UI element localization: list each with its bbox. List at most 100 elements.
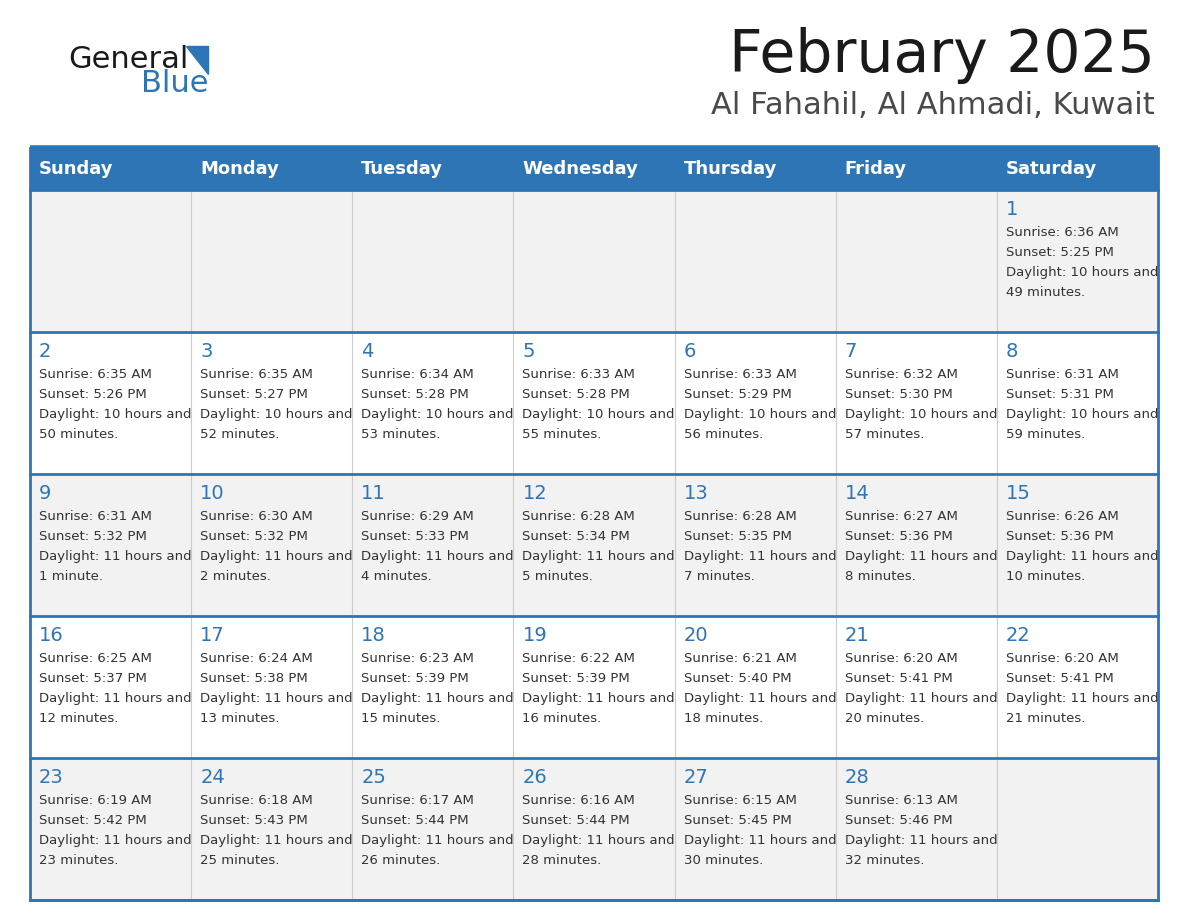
Text: 15: 15: [1006, 484, 1031, 503]
Text: Sunrise: 6:31 AM: Sunrise: 6:31 AM: [39, 510, 152, 523]
Text: Sunrise: 6:16 AM: Sunrise: 6:16 AM: [523, 794, 636, 807]
Text: Tuesday: Tuesday: [361, 160, 443, 178]
Text: February 2025: February 2025: [729, 27, 1155, 84]
Text: 2 minutes.: 2 minutes.: [200, 570, 271, 583]
Text: Daylight: 10 hours and: Daylight: 10 hours and: [1006, 408, 1158, 421]
Text: Sunset: 5:41 PM: Sunset: 5:41 PM: [845, 672, 953, 685]
Text: Sunset: 5:40 PM: Sunset: 5:40 PM: [683, 672, 791, 685]
Text: Sunset: 5:35 PM: Sunset: 5:35 PM: [683, 530, 791, 543]
Text: Sunrise: 6:25 AM: Sunrise: 6:25 AM: [39, 652, 152, 665]
Text: Daylight: 10 hours and: Daylight: 10 hours and: [361, 408, 513, 421]
Text: Daylight: 11 hours and: Daylight: 11 hours and: [200, 692, 353, 705]
Text: Sunset: 5:32 PM: Sunset: 5:32 PM: [200, 530, 308, 543]
Text: 20: 20: [683, 626, 708, 645]
Text: 11: 11: [361, 484, 386, 503]
Text: Al Fahahil, Al Ahmadi, Kuwait: Al Fahahil, Al Ahmadi, Kuwait: [712, 91, 1155, 119]
Text: Daylight: 11 hours and: Daylight: 11 hours and: [361, 550, 514, 563]
Text: 23 minutes.: 23 minutes.: [39, 854, 119, 867]
Text: 5 minutes.: 5 minutes.: [523, 570, 593, 583]
Text: Sunrise: 6:26 AM: Sunrise: 6:26 AM: [1006, 510, 1119, 523]
Text: Sunrise: 6:23 AM: Sunrise: 6:23 AM: [361, 652, 474, 665]
Text: 4: 4: [361, 342, 374, 361]
Text: Sunrise: 6:13 AM: Sunrise: 6:13 AM: [845, 794, 958, 807]
Text: Sunrise: 6:17 AM: Sunrise: 6:17 AM: [361, 794, 474, 807]
Text: 27: 27: [683, 768, 708, 787]
Text: 16: 16: [39, 626, 64, 645]
Bar: [30, 148, 1158, 900]
Text: Sunrise: 6:21 AM: Sunrise: 6:21 AM: [683, 652, 796, 665]
Text: Monday: Monday: [200, 160, 279, 178]
Text: General: General: [68, 46, 189, 74]
Text: 13: 13: [683, 484, 708, 503]
Text: 30 minutes.: 30 minutes.: [683, 854, 763, 867]
Text: 18: 18: [361, 626, 386, 645]
Text: Daylight: 11 hours and: Daylight: 11 hours and: [845, 550, 998, 563]
Text: Sunset: 5:44 PM: Sunset: 5:44 PM: [361, 814, 469, 827]
Text: Wednesday: Wednesday: [523, 160, 638, 178]
Text: 25: 25: [361, 768, 386, 787]
Text: 8: 8: [1006, 342, 1018, 361]
Text: 49 minutes.: 49 minutes.: [1006, 286, 1085, 299]
Text: Sunset: 5:29 PM: Sunset: 5:29 PM: [683, 388, 791, 401]
Text: Sunrise: 6:20 AM: Sunrise: 6:20 AM: [845, 652, 958, 665]
Text: Sunset: 5:28 PM: Sunset: 5:28 PM: [523, 388, 630, 401]
Text: 20 minutes.: 20 minutes.: [845, 712, 924, 725]
Bar: [30, 474, 1158, 616]
Text: 26 minutes.: 26 minutes.: [361, 854, 441, 867]
Text: 59 minutes.: 59 minutes.: [1006, 428, 1085, 441]
Bar: [30, 190, 1158, 332]
Text: Sunset: 5:39 PM: Sunset: 5:39 PM: [523, 672, 630, 685]
Text: Daylight: 11 hours and: Daylight: 11 hours and: [523, 550, 675, 563]
Text: Thursday: Thursday: [683, 160, 777, 178]
Text: 1: 1: [1006, 200, 1018, 219]
Text: Daylight: 11 hours and: Daylight: 11 hours and: [200, 834, 353, 847]
Text: 8 minutes.: 8 minutes.: [845, 570, 916, 583]
Text: Daylight: 11 hours and: Daylight: 11 hours and: [1006, 550, 1158, 563]
Text: Daylight: 11 hours and: Daylight: 11 hours and: [39, 692, 191, 705]
Text: Sunset: 5:46 PM: Sunset: 5:46 PM: [845, 814, 953, 827]
Text: Daylight: 10 hours and: Daylight: 10 hours and: [1006, 266, 1158, 279]
Text: 28 minutes.: 28 minutes.: [523, 854, 601, 867]
Text: Sunset: 5:45 PM: Sunset: 5:45 PM: [683, 814, 791, 827]
Text: Sunset: 5:32 PM: Sunset: 5:32 PM: [39, 530, 147, 543]
Text: Daylight: 10 hours and: Daylight: 10 hours and: [683, 408, 836, 421]
Text: 15 minutes.: 15 minutes.: [361, 712, 441, 725]
Bar: [30, 148, 1158, 190]
Text: Sunrise: 6:15 AM: Sunrise: 6:15 AM: [683, 794, 796, 807]
Text: Sunset: 5:38 PM: Sunset: 5:38 PM: [200, 672, 308, 685]
Text: Daylight: 11 hours and: Daylight: 11 hours and: [39, 550, 191, 563]
Text: 50 minutes.: 50 minutes.: [39, 428, 119, 441]
Text: Sunset: 5:37 PM: Sunset: 5:37 PM: [39, 672, 147, 685]
Text: 13 minutes.: 13 minutes.: [200, 712, 279, 725]
Text: Sunrise: 6:31 AM: Sunrise: 6:31 AM: [1006, 368, 1119, 381]
Text: Sunrise: 6:30 AM: Sunrise: 6:30 AM: [200, 510, 312, 523]
Text: 14: 14: [845, 484, 870, 503]
Text: Sunrise: 6:24 AM: Sunrise: 6:24 AM: [200, 652, 312, 665]
Text: 10 minutes.: 10 minutes.: [1006, 570, 1085, 583]
Text: Daylight: 11 hours and: Daylight: 11 hours and: [683, 550, 836, 563]
Text: Sunday: Sunday: [39, 160, 114, 178]
Text: Daylight: 10 hours and: Daylight: 10 hours and: [845, 408, 997, 421]
Text: 56 minutes.: 56 minutes.: [683, 428, 763, 441]
Text: Sunset: 5:44 PM: Sunset: 5:44 PM: [523, 814, 630, 827]
Text: 1 minute.: 1 minute.: [39, 570, 103, 583]
Text: 12 minutes.: 12 minutes.: [39, 712, 119, 725]
Text: Sunset: 5:26 PM: Sunset: 5:26 PM: [39, 388, 147, 401]
Text: 12: 12: [523, 484, 548, 503]
Text: 5: 5: [523, 342, 535, 361]
Text: Daylight: 11 hours and: Daylight: 11 hours and: [1006, 692, 1158, 705]
Text: Daylight: 11 hours and: Daylight: 11 hours and: [361, 834, 514, 847]
Text: Daylight: 10 hours and: Daylight: 10 hours and: [523, 408, 675, 421]
Text: Daylight: 11 hours and: Daylight: 11 hours and: [361, 692, 514, 705]
Text: 52 minutes.: 52 minutes.: [200, 428, 279, 441]
Text: 21: 21: [845, 626, 870, 645]
Text: Daylight: 11 hours and: Daylight: 11 hours and: [845, 834, 998, 847]
Text: Sunrise: 6:22 AM: Sunrise: 6:22 AM: [523, 652, 636, 665]
Text: 3: 3: [200, 342, 213, 361]
Text: 23: 23: [39, 768, 64, 787]
Text: 7 minutes.: 7 minutes.: [683, 570, 754, 583]
Text: Sunrise: 6:28 AM: Sunrise: 6:28 AM: [523, 510, 636, 523]
Text: Sunset: 5:33 PM: Sunset: 5:33 PM: [361, 530, 469, 543]
Text: Sunrise: 6:36 AM: Sunrise: 6:36 AM: [1006, 226, 1119, 239]
Text: Sunset: 5:43 PM: Sunset: 5:43 PM: [200, 814, 308, 827]
